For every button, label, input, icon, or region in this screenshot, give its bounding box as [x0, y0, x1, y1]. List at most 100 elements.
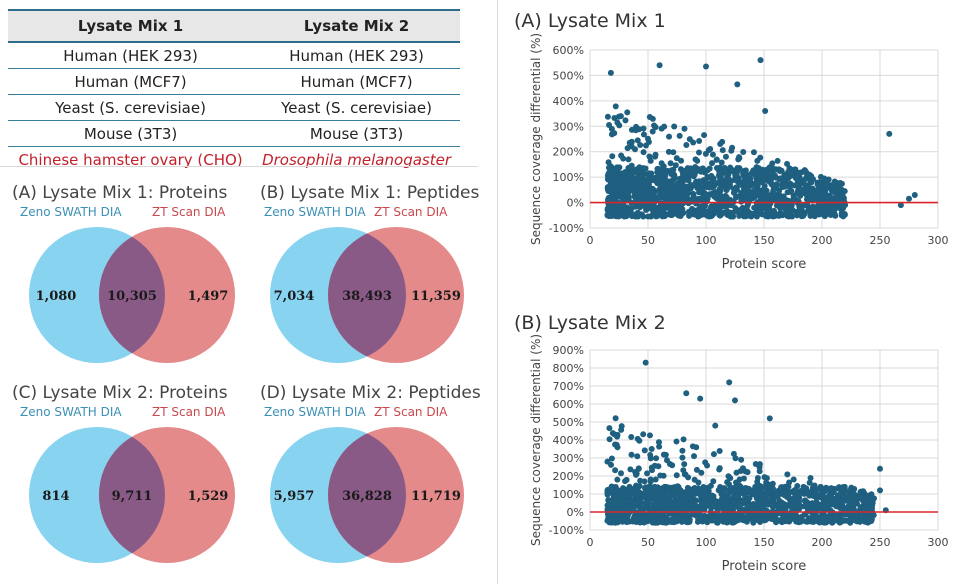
panel-divider: [497, 0, 498, 584]
data-point: [791, 182, 798, 189]
data-point: [673, 472, 680, 479]
venn-count-zt-only: 1,529: [188, 489, 229, 504]
data-point: [640, 131, 647, 138]
data-point: [628, 213, 635, 220]
data-point: [649, 128, 656, 135]
data-point: [614, 519, 621, 526]
venn-overlap: [99, 427, 165, 563]
data-point: [725, 184, 732, 191]
data-point: [646, 205, 653, 212]
data-point: [698, 504, 705, 511]
venn-label-zeno: Zeno SWATH DIA: [20, 205, 122, 219]
data-point: [856, 495, 863, 502]
y-tick-label: 400%: [553, 434, 584, 447]
data-point: [628, 138, 635, 145]
data-point: [773, 489, 780, 496]
y-tick-label: 800%: [553, 362, 584, 375]
data-point: [646, 432, 653, 439]
data-point: [624, 145, 631, 152]
data-point: [714, 518, 721, 525]
data-point: [824, 501, 831, 508]
data-point: [614, 476, 621, 483]
venn-graphic: 1,080 10,305 1,497: [29, 227, 235, 363]
data-point: [625, 170, 632, 177]
data-point: [700, 202, 707, 209]
data-point: [616, 212, 623, 219]
data-point: [781, 183, 788, 190]
venn-count-zeno-only: 814: [42, 489, 69, 504]
data-point: [617, 470, 624, 477]
data-point: [746, 212, 753, 219]
data-point: [620, 487, 627, 494]
venn-graphic: 5,957 36,828 11,719: [270, 427, 464, 563]
data-point: [738, 196, 745, 203]
data-point: [663, 179, 670, 186]
data-point: [741, 498, 748, 505]
data-point: [680, 171, 687, 178]
data-point: [683, 390, 690, 397]
y-tick-label: 900%: [553, 344, 584, 357]
data-point: [749, 487, 756, 494]
data-point: [698, 500, 705, 507]
venn-count-overlap: 38,493: [342, 289, 392, 304]
data-point: [725, 175, 732, 182]
data-point: [741, 169, 748, 176]
data-point: [634, 209, 641, 216]
data-point: [633, 471, 640, 478]
data-point: [640, 149, 647, 156]
data-point: [660, 451, 667, 458]
data-point: [625, 156, 632, 163]
data-point: [671, 486, 678, 493]
data-point: [750, 519, 757, 526]
data-point: [716, 465, 723, 472]
data-point: [732, 187, 739, 194]
data-point: [777, 175, 784, 182]
data-point: [641, 519, 648, 526]
venn-label-zt: ZT Scan DIA: [152, 405, 226, 419]
data-point: [670, 149, 677, 156]
venn-overlap: [99, 227, 165, 363]
table-cell: Human (HEK 293): [8, 42, 254, 69]
data-point: [606, 122, 613, 129]
data-point: [656, 62, 663, 69]
data-point: [659, 510, 666, 517]
data-point: [792, 196, 799, 203]
data-point: [623, 476, 630, 483]
data-point: [700, 166, 707, 173]
data-point: [615, 170, 622, 177]
data-point: [608, 207, 615, 214]
data-point: [607, 196, 614, 203]
data-point: [661, 213, 668, 220]
data-point: [745, 177, 752, 184]
data-point: [607, 515, 614, 522]
data-point: [657, 472, 664, 479]
data-point: [669, 182, 676, 189]
x-axis-label: Protein score: [722, 559, 807, 574]
data-point: [697, 395, 704, 402]
data-point: [618, 426, 625, 433]
data-point: [681, 461, 688, 468]
data-point: [844, 517, 851, 524]
data-point: [777, 517, 784, 524]
x-axis-label: Protein score: [722, 257, 807, 272]
data-point: [834, 513, 841, 520]
data-point: [642, 359, 649, 366]
data-point: [716, 185, 723, 192]
data-point: [765, 501, 772, 508]
data-point: [620, 202, 627, 209]
data-point: [694, 207, 701, 214]
data-point: [779, 490, 786, 497]
data-point: [780, 500, 787, 507]
x-tick-label: 150: [754, 536, 775, 549]
y-tick-label: 300%: [553, 452, 584, 465]
data-point: [634, 137, 641, 144]
data-point: [748, 503, 755, 510]
data-point: [640, 505, 647, 512]
data-point: [611, 130, 618, 137]
data-point: [644, 470, 651, 477]
data-point: [668, 518, 675, 525]
data-point: [634, 453, 641, 460]
data-point: [713, 156, 720, 163]
data-point: [654, 165, 661, 172]
data-point: [621, 170, 628, 177]
